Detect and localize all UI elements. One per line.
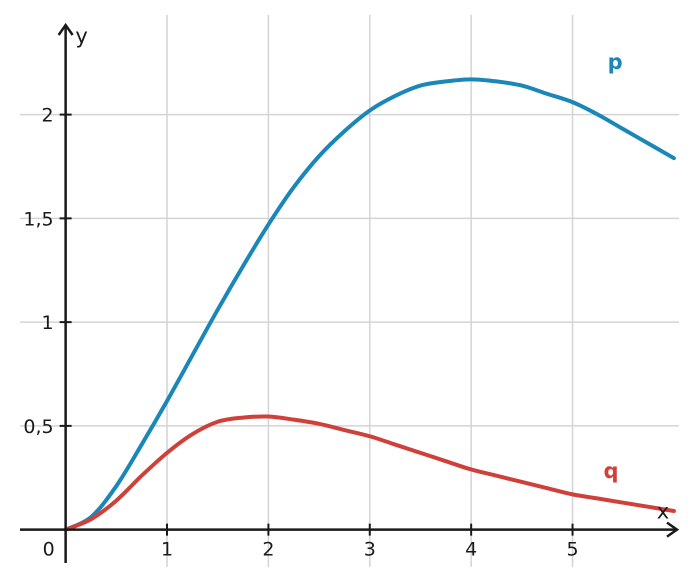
- y-axis-label: y: [75, 24, 87, 48]
- y-tick-label: 2: [42, 105, 54, 127]
- series-q-line: [63, 414, 676, 532]
- series-q-label: q: [604, 459, 619, 483]
- x-axis-label: x: [657, 500, 669, 524]
- y-tick-label: 1: [42, 312, 54, 334]
- series-layer: [63, 77, 676, 532]
- y-tick-label: 1,5: [23, 208, 53, 230]
- series-p-line: [63, 77, 676, 532]
- axes: [20, 22, 680, 563]
- x-tick-label: 1: [161, 539, 173, 561]
- x-tick-label: 2: [262, 539, 274, 561]
- y-axis-arrow: [57, 22, 74, 36]
- x-tick-label: 5: [566, 539, 578, 561]
- y-tick-label: 0,5: [23, 416, 53, 438]
- series-p-label: p: [608, 50, 623, 74]
- x-tick-label: 4: [465, 539, 477, 561]
- x-tick-label: 3: [364, 539, 376, 561]
- origin-label: 0: [43, 539, 55, 561]
- labels: 1 2 3 4 5 0,5 1 1,5 2 0 x y p q: [23, 24, 669, 561]
- grid: [20, 15, 679, 567]
- x-axis-arrow: [666, 521, 680, 538]
